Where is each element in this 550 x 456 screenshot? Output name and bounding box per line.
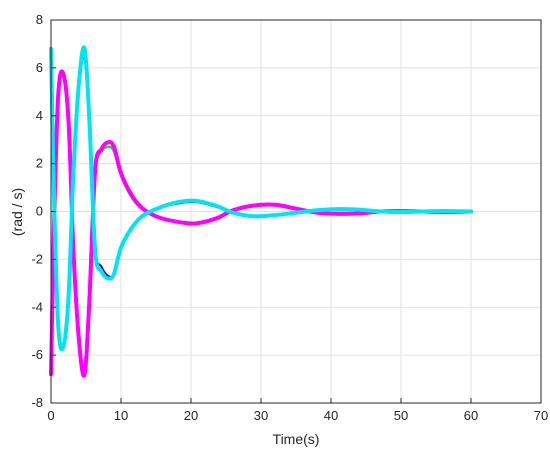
x-tick-label: 0 xyxy=(47,408,54,423)
y-tick-label: 8 xyxy=(36,12,43,27)
y-tick-label: -2 xyxy=(31,251,43,266)
y-axis-label: (rad / s) xyxy=(9,188,25,236)
y-tick-label: 6 xyxy=(36,60,43,75)
series-line-3 xyxy=(49,69,473,378)
x-tick-label: 50 xyxy=(394,408,408,423)
x-tick-label: 40 xyxy=(324,408,338,423)
series-line-4 xyxy=(49,45,473,352)
series-layer xyxy=(49,45,473,378)
y-tick-label: 4 xyxy=(36,108,43,123)
x-tick-label: 20 xyxy=(184,408,198,423)
x-tick-label: 60 xyxy=(464,408,478,423)
y-tick-label: -8 xyxy=(31,395,43,410)
x-tick-label: 30 xyxy=(254,408,268,423)
ticks: 0 10 20 30 40 50 60 70 -8 -6 -4 -2 0 2 4 6 8 xyxy=(31,12,548,423)
y-tick-label: -6 xyxy=(31,347,43,362)
y-tick-label: -4 xyxy=(31,299,43,314)
y-tick-label: 0 xyxy=(36,204,43,219)
x-tick-label: 10 xyxy=(114,408,128,423)
y-tick-label: 2 xyxy=(36,156,43,171)
x-tick-label: 70 xyxy=(534,408,548,423)
x-axis-label: Time(s) xyxy=(273,431,320,447)
